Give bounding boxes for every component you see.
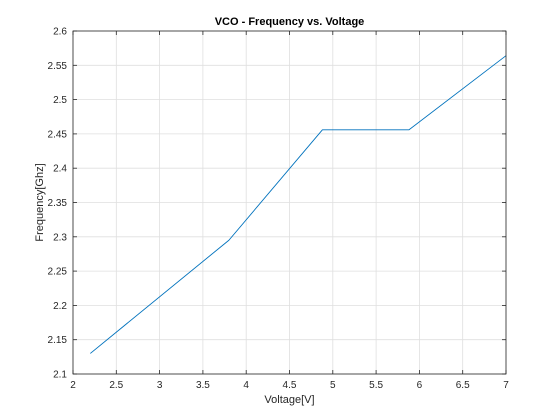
y-tick-label: 2.45 — [48, 129, 68, 140]
y-tick-label: 2.15 — [48, 335, 68, 346]
x-tick-label: 5.5 — [369, 380, 383, 391]
x-tick-label: 7 — [503, 380, 509, 391]
y-tick-label: 2.4 — [53, 164, 67, 175]
y-tick-label: 2.6 — [53, 27, 67, 38]
chart-title: VCO - Frequency vs. Voltage — [215, 16, 365, 28]
y-tick-label: 2.3 — [53, 232, 67, 243]
y-tick-label: 2.5 — [53, 95, 67, 106]
y-tick-label: 2.2 — [53, 301, 67, 312]
x-tick-label: 4 — [243, 380, 249, 391]
x-tick-label: 6.5 — [456, 380, 470, 391]
ticks: 2 2.5 3 3.5 4 4.5 5 5.5 6 6.5 7 2.1 2.15 2.2 2.25 2.3 2.… — [48, 27, 510, 392]
x-tick-label: 6 — [417, 380, 423, 391]
series-line — [90, 55, 507, 354]
y-tick-label: 2.1 — [53, 370, 67, 381]
x-tick-label: 2.5 — [109, 380, 123, 391]
x-tick-label: 5 — [330, 380, 336, 391]
series-layer — [90, 55, 507, 354]
y-tick-label: 2.35 — [48, 198, 68, 209]
y-tick-label: 2.25 — [48, 267, 68, 278]
y-axis-label: Frequency[Ghz] — [34, 163, 46, 241]
x-tick-label: 3.5 — [196, 380, 210, 391]
x-tick-label: 2 — [70, 380, 76, 391]
x-axis-label: Voltage[V] — [264, 394, 314, 406]
x-tick-label: 3 — [157, 380, 163, 391]
y-tick-label: 2.55 — [48, 61, 68, 72]
x-tick-label: 4.5 — [283, 380, 297, 391]
